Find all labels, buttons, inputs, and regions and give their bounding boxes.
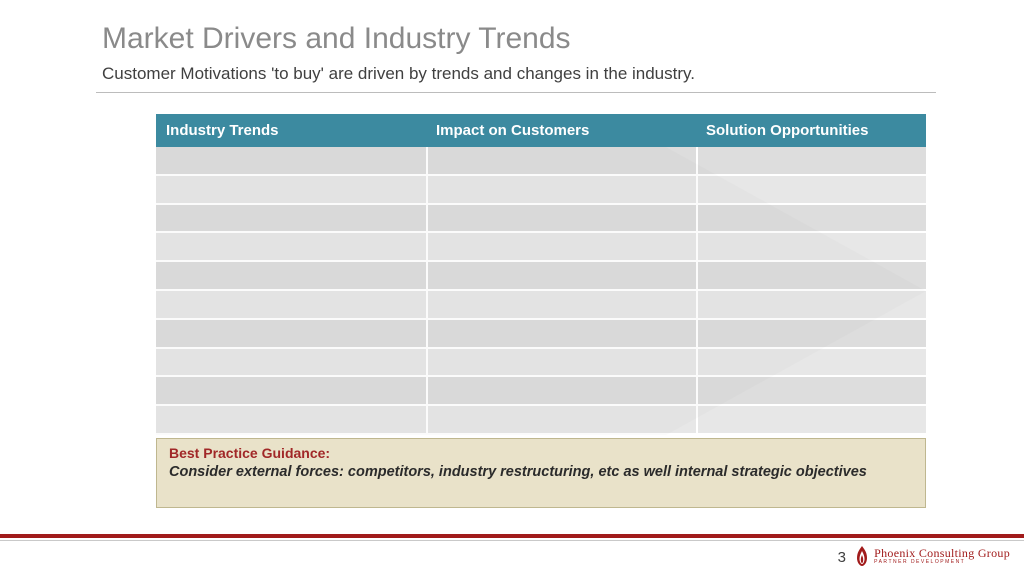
table-row (156, 377, 926, 406)
table-cell (426, 176, 696, 205)
table-header: Industry Trends Impact on Customers Solu… (156, 114, 926, 147)
slide-title: Market Drivers and Industry Trends (102, 22, 571, 56)
table-cell (696, 147, 926, 176)
table-cell (696, 262, 926, 291)
table-cell (156, 291, 426, 320)
table-row (156, 176, 926, 205)
guidance-label: Best Practice Guidance: (169, 445, 913, 461)
table-row (156, 291, 926, 320)
table-cell (696, 291, 926, 320)
table-row (156, 320, 926, 349)
title-divider (96, 92, 936, 93)
table-cell (156, 205, 426, 234)
table-row (156, 406, 926, 435)
slide-subtitle: Customer Motivations 'to buy' are driven… (102, 64, 695, 84)
table-row (156, 349, 926, 378)
table-cell (426, 233, 696, 262)
table-cell (426, 205, 696, 234)
table-cell (696, 233, 926, 262)
logo-text: Phoenix Consulting Group PARTNER DEVELOP… (874, 547, 1010, 565)
footer-thin-rule (0, 540, 1024, 541)
col-header-trends: Industry Trends (156, 114, 426, 147)
logo-sub-text: PARTNER DEVELOPMENT (874, 560, 1010, 565)
table-cell (426, 291, 696, 320)
table-cell (156, 262, 426, 291)
logo-main-text: Phoenix Consulting Group (874, 547, 1010, 559)
table-cell (696, 349, 926, 378)
col-header-solution: Solution Opportunities (696, 114, 926, 147)
flame-icon (854, 545, 870, 567)
table-cell (156, 176, 426, 205)
table-cell (426, 147, 696, 176)
table-cell (426, 320, 696, 349)
footer-accent-bar (0, 534, 1024, 538)
trends-table: Industry Trends Impact on Customers Solu… (156, 114, 926, 435)
table-cell (696, 205, 926, 234)
page-number: 3 (838, 549, 846, 566)
table-row (156, 147, 926, 176)
table-row (156, 262, 926, 291)
brand-logo: Phoenix Consulting Group PARTNER DEVELOP… (854, 545, 1010, 567)
slide: Market Drivers and Industry Trends Custo… (0, 0, 1024, 576)
table-cell (156, 349, 426, 378)
table-cell (696, 176, 926, 205)
table-cell (156, 233, 426, 262)
table-cell (156, 406, 426, 435)
col-header-impact: Impact on Customers (426, 114, 696, 147)
table-cell (156, 320, 426, 349)
table-cell (426, 377, 696, 406)
table-cell (696, 320, 926, 349)
table-cell (156, 377, 426, 406)
table-row (156, 205, 926, 234)
table-cell (696, 406, 926, 435)
table-cell (156, 147, 426, 176)
table-cell (426, 262, 696, 291)
table-cell (696, 377, 926, 406)
table-cell (426, 349, 696, 378)
table-row (156, 233, 926, 262)
table-cell (426, 406, 696, 435)
guidance-box: Best Practice Guidance: Consider externa… (156, 438, 926, 508)
table-body (156, 147, 926, 435)
guidance-text: Consider external forces: competitors, i… (169, 463, 913, 481)
